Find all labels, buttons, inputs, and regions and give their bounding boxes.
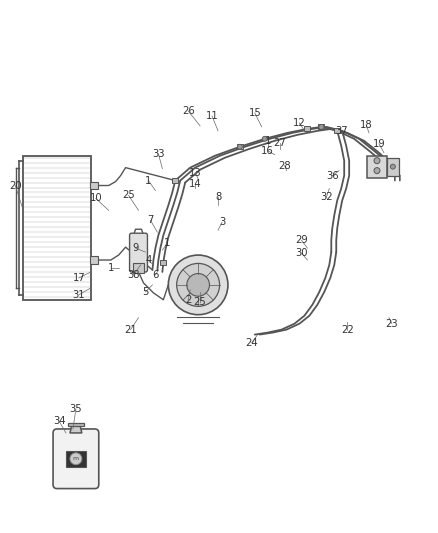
Circle shape (237, 144, 242, 149)
Circle shape (374, 158, 380, 164)
Bar (304, 126, 311, 131)
Text: 4: 4 (145, 255, 152, 265)
Bar (133, 263, 145, 273)
Circle shape (168, 255, 228, 314)
Text: 1: 1 (265, 136, 271, 146)
Text: 20: 20 (9, 181, 21, 190)
Bar (237, 144, 243, 149)
Text: 29: 29 (295, 235, 308, 245)
Text: 17: 17 (73, 273, 85, 283)
Text: 1: 1 (164, 238, 170, 248)
Text: 21: 21 (124, 325, 137, 335)
Text: 13: 13 (189, 167, 201, 177)
Text: 34: 34 (53, 416, 65, 426)
Text: 26: 26 (182, 106, 194, 116)
Bar (68, 423, 84, 426)
Text: 35: 35 (70, 404, 82, 414)
Text: 12: 12 (293, 118, 306, 128)
FancyBboxPatch shape (53, 429, 99, 489)
Text: 33: 33 (152, 149, 165, 159)
Text: 5: 5 (142, 287, 148, 297)
Text: 3: 3 (219, 217, 225, 227)
Text: 2: 2 (185, 295, 191, 305)
Bar (90, 182, 98, 190)
Bar (367, 156, 387, 177)
Text: 25: 25 (194, 297, 206, 307)
Text: 15: 15 (248, 108, 261, 118)
Bar (318, 124, 324, 130)
Text: 1: 1 (145, 175, 152, 185)
Text: 22: 22 (341, 325, 353, 335)
Bar (160, 260, 166, 264)
Text: 11: 11 (206, 111, 219, 121)
Text: 8: 8 (215, 192, 221, 203)
Circle shape (187, 273, 209, 296)
Circle shape (390, 164, 396, 169)
Text: 31: 31 (73, 290, 85, 300)
Bar (334, 128, 340, 133)
Bar (66, 451, 86, 467)
FancyBboxPatch shape (130, 233, 148, 272)
Circle shape (374, 168, 380, 174)
Bar (387, 158, 399, 175)
Polygon shape (70, 425, 82, 433)
Text: 16: 16 (261, 146, 274, 156)
Text: 10: 10 (89, 193, 102, 204)
Text: 24: 24 (245, 337, 258, 348)
Text: 19: 19 (373, 139, 385, 149)
Bar (23, 156, 91, 300)
Text: 23: 23 (385, 319, 398, 329)
Text: 32: 32 (320, 192, 332, 203)
Circle shape (70, 453, 82, 465)
Bar (172, 178, 178, 183)
Text: 1: 1 (107, 263, 114, 273)
Circle shape (177, 263, 219, 306)
Text: 30: 30 (295, 248, 308, 258)
Text: 37: 37 (335, 126, 347, 136)
Text: 28: 28 (278, 160, 291, 171)
Text: 9: 9 (132, 243, 139, 253)
Text: m: m (73, 456, 79, 461)
Text: 27: 27 (273, 138, 286, 148)
Circle shape (319, 124, 324, 130)
Text: 6: 6 (152, 270, 159, 280)
Bar (90, 256, 98, 264)
Text: 25: 25 (122, 190, 135, 200)
Text: 14: 14 (189, 179, 201, 189)
Text: 36: 36 (326, 171, 339, 181)
Text: 18: 18 (360, 120, 372, 130)
Circle shape (262, 136, 267, 141)
Text: 38: 38 (127, 270, 140, 280)
Text: 7: 7 (147, 215, 154, 225)
